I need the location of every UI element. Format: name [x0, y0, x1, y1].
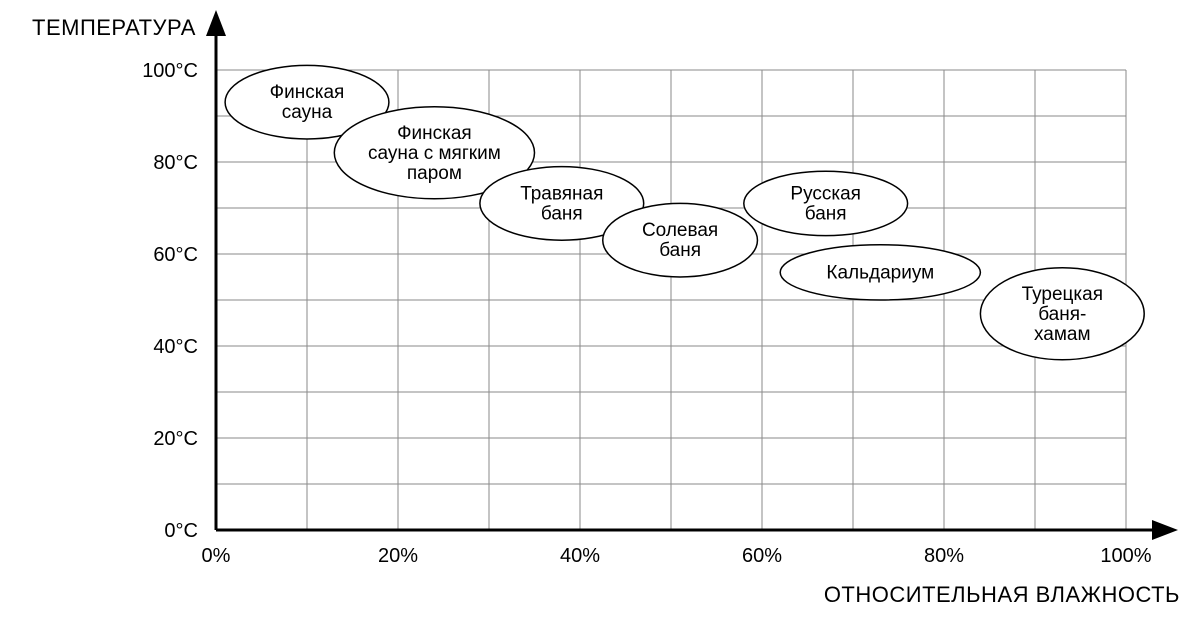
ellipse-label-finnish-sauna: Финская [270, 82, 345, 103]
ellipse-label-caldarium: Кальдариум [826, 262, 934, 283]
ellipse-label-turkish-hamam: хамам [1034, 324, 1091, 345]
ellipse-label-finnish-soft-steam: Финская [397, 123, 472, 144]
x-tick-label: 80% [924, 545, 964, 567]
y-tick-label: 0°C [164, 520, 198, 542]
y-tick-label: 100°C [142, 60, 198, 82]
y-tick-label: 40°C [153, 336, 198, 358]
ellipse-label-herbal-bath: Травяная [520, 183, 603, 204]
x-tick-label: 0% [202, 545, 231, 567]
x-tick-label: 20% [378, 545, 418, 567]
y-axis-title: ТЕМПЕРАТУРА [32, 15, 196, 40]
y-tick-label: 60°C [153, 244, 198, 266]
y-tick-label: 80°C [153, 152, 198, 174]
x-tick-label: 100% [1100, 545, 1151, 567]
ellipse-label-turkish-hamam: Турецкая [1022, 284, 1103, 305]
ellipse-label-finnish-sauna: сауна [282, 102, 333, 123]
ellipse-label-russian-bath: баня [805, 203, 847, 224]
x-axis-title: ОТНОСИТЕЛЬНАЯ ВЛАЖНОСТЬ [824, 582, 1180, 607]
x-tick-label: 40% [560, 545, 600, 567]
y-tick-label: 20°C [153, 428, 198, 450]
ellipse-label-turkish-hamam: баня- [1038, 304, 1086, 325]
ellipse-label-finnish-soft-steam: сауна с мягким [368, 143, 501, 164]
ellipse-label-salt-bath: Солевая [642, 220, 718, 241]
ellipse-label-herbal-bath: баня [541, 203, 583, 224]
ellipse-label-finnish-soft-steam: паром [407, 163, 462, 184]
ellipse-label-salt-bath: баня [659, 240, 701, 261]
x-tick-label: 60% [742, 545, 782, 567]
ellipse-label-russian-bath: Русская [790, 183, 861, 204]
